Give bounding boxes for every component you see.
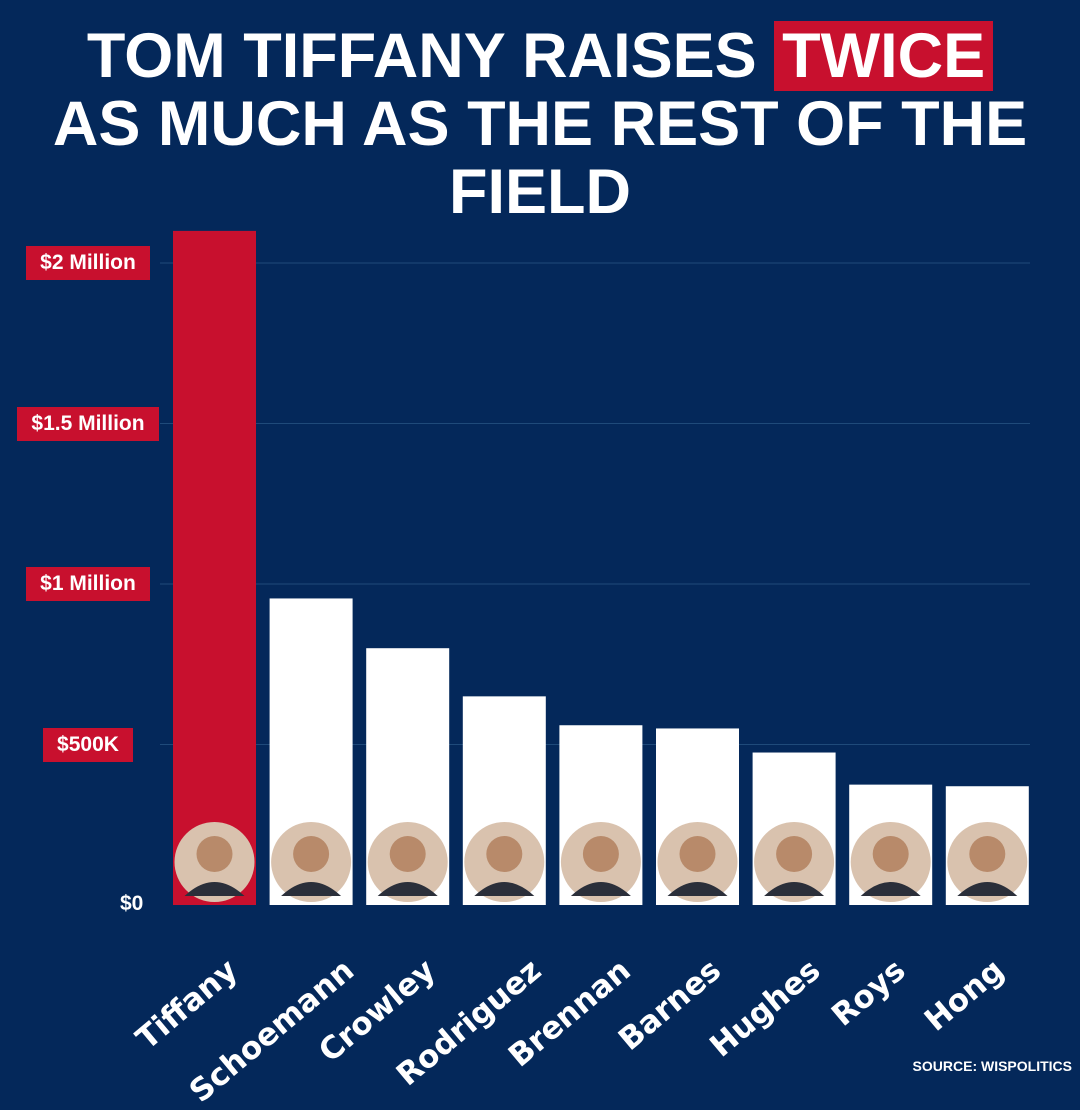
title-line-2: AS MUCH AS THE REST OF THE bbox=[52, 89, 1028, 159]
y-tick-label: $1.5 Million bbox=[17, 406, 159, 441]
avatar-hong bbox=[947, 822, 1028, 902]
y-tick-label: $1 Million bbox=[26, 567, 150, 601]
avatar-barnes bbox=[657, 822, 738, 902]
avatar-hughes bbox=[754, 822, 835, 902]
avatar-rodriguez bbox=[464, 822, 545, 902]
title-line-1: TOM TIFFANY RAISES TWICE bbox=[0, 21, 1080, 91]
title-line-3: FIELD bbox=[449, 157, 631, 227]
avatar-schoemann bbox=[271, 822, 352, 902]
y-tick-label-zero: $0 bbox=[120, 892, 144, 915]
title-highlight: TWICE bbox=[774, 21, 994, 91]
y-tick-label: $2 Million bbox=[26, 246, 150, 280]
title-text: TOM TIFFANY RAISES bbox=[86, 21, 775, 91]
y-tick-label: $500K bbox=[43, 727, 133, 762]
avatar-crowley bbox=[367, 822, 448, 902]
bar-tiffany bbox=[173, 230, 256, 905]
chart-title: TOM TIFFANY RAISES TWICE AS MUCH AS THE … bbox=[0, 21, 1080, 227]
bar-chart bbox=[160, 230, 1030, 905]
avatar-roys bbox=[850, 822, 931, 902]
avatar-tiffany bbox=[174, 822, 255, 902]
source-credit: SOURCE: WISPOLITICS bbox=[912, 1058, 1072, 1074]
avatar-brennan bbox=[560, 822, 641, 902]
